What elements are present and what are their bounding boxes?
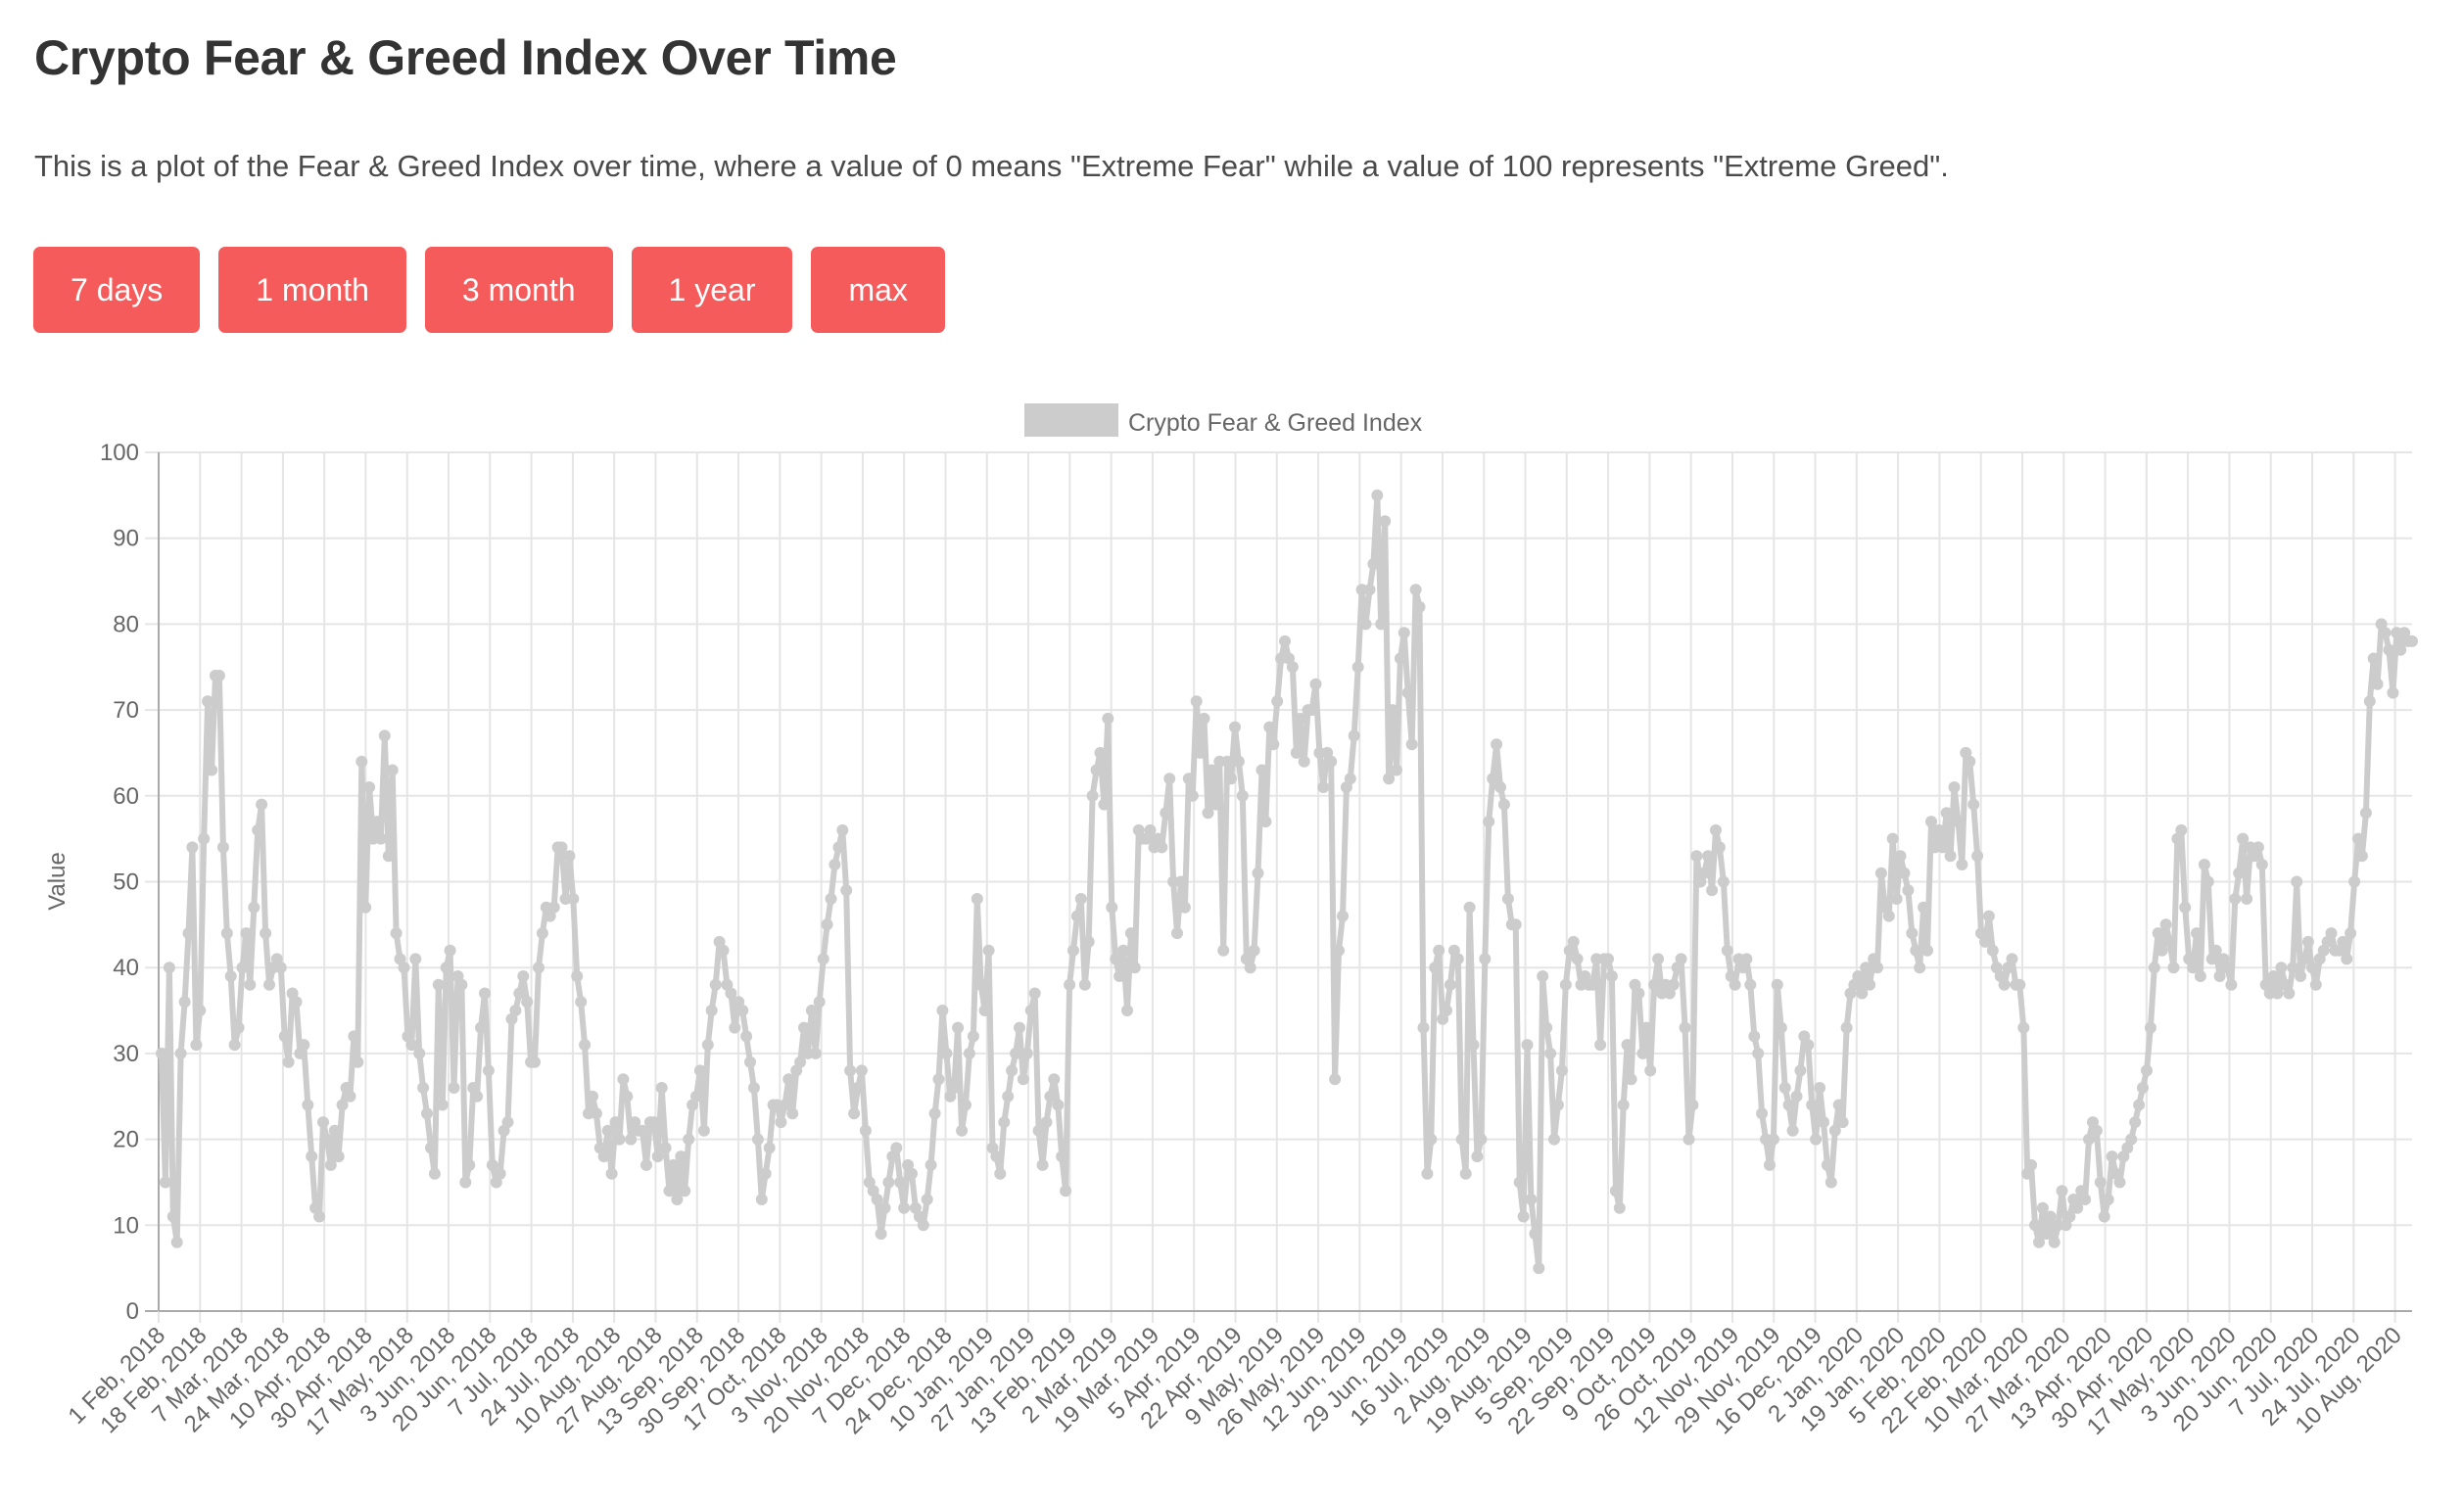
svg-text:80: 80	[113, 611, 139, 637]
range-1-month-button[interactable]: 1 month	[218, 247, 406, 333]
range-1-year-button[interactable]: 1 year	[631, 247, 793, 333]
svg-text:40: 40	[113, 955, 139, 981]
svg-text:0: 0	[126, 1298, 139, 1325]
svg-text:100: 100	[100, 440, 139, 466]
range-7-days-button[interactable]: 7 days	[33, 247, 201, 333]
legend-label: Crypto Fear & Greed Index	[1128, 409, 1423, 437]
fear-greed-chart: Crypto Fear & Greed Index 0 10 20 30 40 50 60 7…	[0, 382, 2464, 1498]
page-title: Crypto Fear & Greed Index Over Time	[34, 30, 897, 85]
series-line	[159, 492, 2412, 1272]
y-axis-label: Value	[44, 852, 71, 911]
range-max-button[interactable]: max	[811, 247, 945, 333]
svg-text:20: 20	[113, 1127, 139, 1153]
svg-text:30: 30	[113, 1041, 139, 1067]
range-3-month-button[interactable]: 3 month	[424, 247, 613, 333]
y-axis-tick-labels: 0 10 20 30 40 50 60 70 80 90 100	[100, 440, 139, 1325]
series-points	[156, 489, 2418, 1275]
page-description: This is a plot of the Fear & Greed Index…	[34, 149, 1949, 183]
y-gridlines	[145, 451, 2412, 1312]
legend-swatch-icon	[1024, 403, 1118, 437]
svg-text:50: 50	[113, 869, 139, 896]
svg-text:60: 60	[113, 783, 139, 810]
svg-text:70: 70	[113, 697, 139, 724]
line-chart: Crypto Fear & Greed Index 0 10 20 30 40 50 60 7…	[44, 403, 2418, 1440]
range-button-group: 7 days 1 month 3 month 1 year max	[33, 247, 945, 333]
chart-legend[interactable]: Crypto Fear & Greed Index	[1024, 403, 1423, 437]
svg-text:90: 90	[113, 526, 139, 552]
svg-text:10: 10	[113, 1212, 139, 1239]
